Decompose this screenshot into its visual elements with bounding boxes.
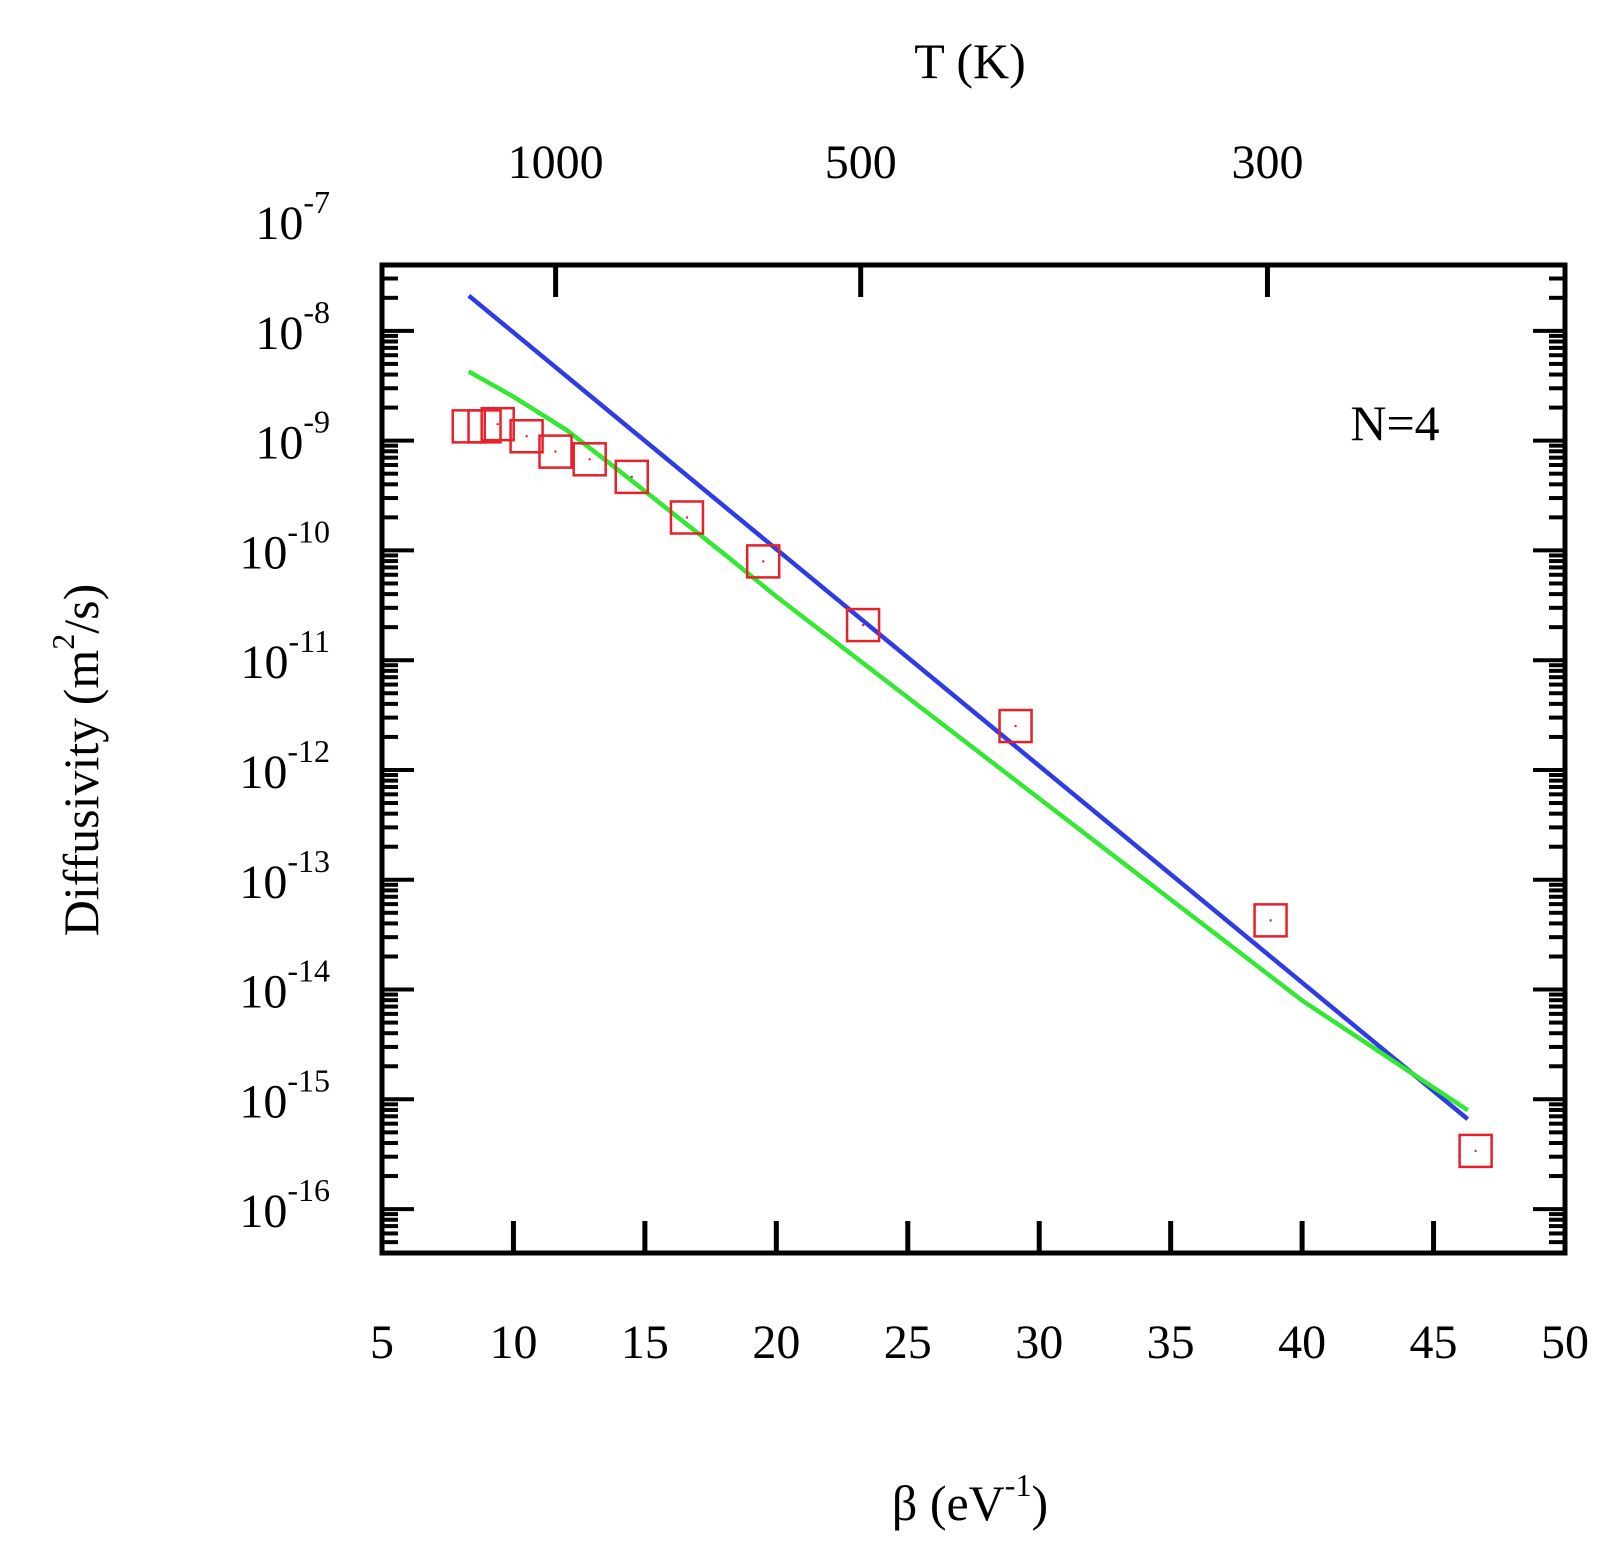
y-tick-exponent: -10	[287, 513, 330, 549]
data-point-marker	[1458, 1133, 1493, 1169]
y-tick-exponent: -16	[287, 1172, 330, 1208]
y-tick-label: 10-7	[255, 184, 330, 250]
y-tick-exponent: -15	[287, 1062, 330, 1098]
data-point-center-dot	[1474, 1149, 1477, 1153]
y-tick-exponent: -12	[287, 733, 330, 769]
top-tick-label: 500	[825, 136, 897, 189]
y-tick-label: 10-12	[239, 733, 330, 799]
x-tick-label: 45	[1410, 1316, 1458, 1369]
data-point-center-dot	[588, 458, 591, 461]
data-point-marker	[745, 544, 781, 579]
x-axis-title-close: )	[1031, 1475, 1048, 1531]
data-point-marker	[845, 607, 881, 643]
y-tick-base: 10	[239, 856, 287, 909]
labels-layer: 5 10 15 20 25 30 35 40 45 5010-710-810-910-1010-1…	[239, 136, 1589, 1369]
y-tick-exponent: -7	[303, 184, 330, 220]
top-tick-label: 300	[1231, 136, 1303, 189]
data-point-center-dot	[1014, 724, 1017, 728]
y-axis-title-sup: 2	[45, 634, 81, 650]
x-tick-label: 5	[370, 1316, 394, 1369]
y-tick-base: 10	[239, 1075, 287, 1128]
y-tick-label: 10-8	[255, 294, 330, 360]
y-tick-label: 10-14	[239, 953, 330, 1019]
data-point-center-dot	[861, 623, 865, 627]
y-tick-label: 10-11	[241, 623, 330, 689]
data-point-marker	[467, 409, 502, 444]
y-tick-exponent: -8	[303, 294, 330, 330]
top-tick-label: 1000	[508, 136, 604, 189]
y-tick-exponent: -13	[287, 843, 330, 879]
y-tick-exponent: -9	[303, 404, 330, 440]
data-markers-layer	[451, 406, 1493, 1169]
data-point-center-dot	[483, 425, 486, 428]
data-point-center-dot	[496, 422, 499, 426]
green-fit-line	[467, 369, 1469, 1113]
y-tick-label: 10-13	[239, 843, 330, 909]
fit-lines-layer	[467, 293, 1470, 1121]
y-tick-base: 10	[239, 746, 287, 799]
x-axis-title-main: β (eV	[892, 1475, 1005, 1531]
data-point-marker	[538, 434, 573, 469]
y-tick-label: 10-16	[239, 1172, 330, 1238]
x-axis-title-sup: -1	[1005, 1467, 1032, 1503]
y-tick-base: 10	[241, 636, 289, 689]
x-tick-label: 40	[1278, 1316, 1326, 1369]
ticks-layer	[379, 265, 1568, 1255]
x-tick-label: 50	[1541, 1316, 1589, 1369]
data-point-marker	[572, 442, 607, 477]
y-tick-base: 10	[255, 197, 303, 250]
plot-frame	[379, 262, 1568, 1256]
x-tick-label: 30	[1015, 1316, 1063, 1369]
y-tick-base: 10	[239, 1185, 287, 1238]
y-tick-exponent: -11	[289, 623, 330, 659]
data-point-center-dot	[685, 516, 689, 519]
data-point-center-dot	[630, 475, 633, 479]
y-tick-label: 10-10	[239, 513, 330, 579]
y-tick-label: 10-15	[239, 1062, 330, 1128]
y-tick-base: 10	[239, 526, 287, 579]
data-point-marker	[998, 708, 1033, 744]
x-tick-label: 25	[884, 1316, 932, 1369]
x-tick-label: 35	[1147, 1316, 1195, 1369]
data-point-center-dot	[761, 560, 765, 563]
data-point-marker	[669, 500, 705, 535]
y-tick-base: 10	[255, 417, 303, 470]
x-tick-label: 20	[752, 1316, 800, 1369]
data-point-marker	[480, 406, 515, 442]
y-tick-label: 10-9	[255, 404, 330, 470]
data-point-center-dot	[1269, 919, 1272, 922]
data-point-marker	[614, 459, 649, 495]
annotation-label: N=4	[1350, 395, 1439, 451]
y-tick-base: 10	[255, 307, 303, 360]
y-axis-title: Diffusivity (m2/s)	[45, 584, 109, 937]
x-tick-label: 10	[489, 1316, 537, 1369]
y-tick-base: 10	[239, 966, 287, 1019]
data-point-center-dot	[554, 450, 557, 453]
x-axis-title: β (eV-1)	[892, 1467, 1048, 1531]
x-tick-label: 15	[621, 1316, 669, 1369]
y-tick-exponent: -14	[287, 953, 330, 989]
y-axis-title-main: Diffusivity (m	[53, 650, 109, 937]
top-axis-title: T (K)	[914, 33, 1026, 89]
y-axis-title-close: /s)	[53, 584, 109, 634]
data-point-center-dot	[525, 435, 528, 438]
blue-fit-line	[467, 293, 1470, 1121]
data-point-marker	[1253, 903, 1288, 938]
